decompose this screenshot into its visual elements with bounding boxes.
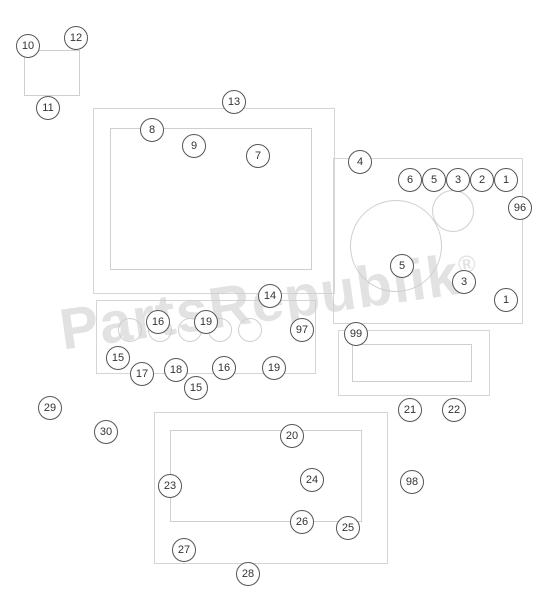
callout-19[interactable]: 19 [194,310,218,334]
callout-12[interactable]: 12 [64,26,88,50]
callout-30[interactable]: 30 [94,420,118,444]
callout-3[interactable]: 3 [446,168,470,192]
sketch-shape [352,344,472,382]
callout-15[interactable]: 15 [184,376,208,400]
callout-16[interactable]: 16 [212,356,236,380]
callout-13[interactable]: 13 [222,90,246,114]
callout-97[interactable]: 97 [290,318,314,342]
callout-3[interactable]: 3 [452,270,476,294]
callout-18[interactable]: 18 [164,358,188,382]
callout-11[interactable]: 11 [36,96,60,120]
callout-23[interactable]: 23 [158,474,182,498]
callout-9[interactable]: 9 [182,134,206,158]
callout-24[interactable]: 24 [300,468,324,492]
callout-25[interactable]: 25 [336,516,360,540]
callout-20[interactable]: 20 [280,424,304,448]
callout-98[interactable]: 98 [400,470,424,494]
callout-16[interactable]: 16 [146,310,170,334]
callout-8[interactable]: 8 [140,118,164,142]
sketch-shape [350,200,442,292]
callout-19[interactable]: 19 [262,356,286,380]
callout-22[interactable]: 22 [442,398,466,422]
sketch-shape [110,128,312,270]
callout-4[interactable]: 4 [348,150,372,174]
callout-17[interactable]: 17 [130,362,154,386]
callout-15[interactable]: 15 [106,346,130,370]
diagram-stage: PartsRepublik® 1012118913746532196531149… [0,0,538,601]
sketch-shape [238,318,262,342]
sketch-shape [170,430,362,522]
callout-1[interactable]: 1 [494,288,518,312]
callout-2[interactable]: 2 [470,168,494,192]
callout-26[interactable]: 26 [290,510,314,534]
callout-14[interactable]: 14 [258,284,282,308]
callout-10[interactable]: 10 [16,34,40,58]
callout-99[interactable]: 99 [344,322,368,346]
callout-7[interactable]: 7 [246,144,270,168]
sketch-shape [432,190,474,232]
callout-27[interactable]: 27 [172,538,196,562]
callout-5[interactable]: 5 [422,168,446,192]
callout-5[interactable]: 5 [390,254,414,278]
callout-96[interactable]: 96 [508,196,532,220]
callout-1[interactable]: 1 [494,168,518,192]
callout-6[interactable]: 6 [398,168,422,192]
callout-28[interactable]: 28 [236,562,260,586]
sketch-shape [118,318,142,342]
callout-21[interactable]: 21 [398,398,422,422]
callout-29[interactable]: 29 [38,396,62,420]
